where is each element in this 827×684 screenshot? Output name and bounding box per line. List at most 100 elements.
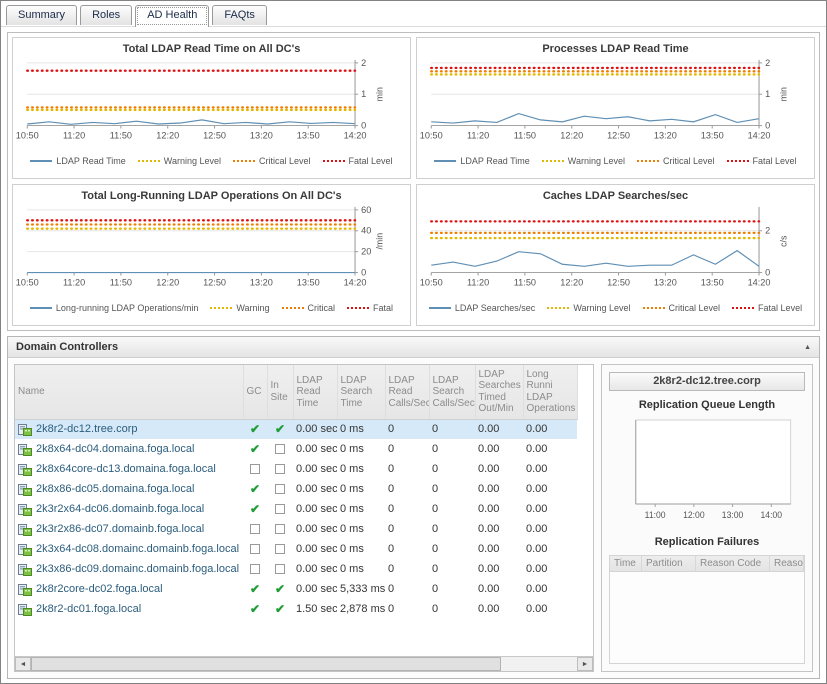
column-header-ldap-read-time[interactable]: LDAP Read Time [293, 365, 337, 419]
scrollbar-track[interactable] [31, 657, 577, 671]
dc-name[interactable]: 2k8x64-dc04.domaina.foga.local [36, 443, 194, 455]
replication-queue-title: Replication Queue Length [609, 399, 805, 411]
dc-name[interactable]: 2k3r2x86-dc07.domainb.foga.local [36, 523, 204, 535]
in-site-cell [267, 479, 293, 499]
dc-icon [18, 503, 32, 516]
dc-name[interactable]: 2k8r2core-dc02.foga.local [36, 583, 163, 595]
column-header-ldap-searches-timed-out-min[interactable]: LDAP Searches Timed Out/Min [475, 365, 523, 419]
chart-total-ldap-read-time: Total LDAP Read Time on All DC's 012min1… [12, 37, 411, 179]
failures-column-reason[interactable]: Reason [770, 556, 804, 571]
dc-name-cell[interactable]: 2k3r2x86-dc07.domainb.foga.local [15, 519, 243, 539]
dc-row[interactable]: 2k3x64-dc08.domainc.domainb.foga.local0.… [15, 539, 577, 559]
ldap-read-calls-cell: 0 [385, 579, 429, 599]
in-site-cell [267, 539, 293, 559]
chart-plot: 012min10:5011:2011:5012:2012:5013:2013:5… [13, 57, 410, 153]
ldap-search-time-cell: 0 ms [337, 559, 385, 579]
column-header-gc[interactable]: GC [243, 365, 267, 419]
legend-label: Fatal Level [758, 303, 802, 313]
dc-name-cell[interactable]: 2k8r2-dc01.foga.local [15, 599, 243, 619]
dc-name-cell[interactable]: 2k3x64-dc08.domainc.domainb.foga.local [15, 539, 243, 559]
tab-bar: SummaryRolesAD HealthFAQts [1, 1, 826, 27]
legend-item-warning-level: Warning Level [547, 303, 630, 313]
dc-name[interactable]: 2k8x64core-dc13.domaina.foga.local [36, 463, 216, 475]
dc-name-cell[interactable]: 2k8x86-dc05.domaina.foga.local [15, 479, 243, 499]
ldap-read-calls-cell: 0 [385, 519, 429, 539]
collapse-icon[interactable]: ▲ [804, 344, 811, 351]
dc-name[interactable]: 2k3x86-dc09.domainc.domainb.foga.local [36, 563, 239, 575]
column-header-name[interactable]: Name [15, 365, 243, 419]
chart-title: Caches LDAP Searches/sec [417, 185, 814, 204]
legend-item-warning-level: Warning Level [138, 156, 221, 166]
check-icon: ✔ [250, 422, 260, 436]
dc-name[interactable]: 2k8x86-dc05.domaina.foga.local [36, 483, 194, 495]
dc-name-cell[interactable]: 2k8r2-dc12.tree.corp [15, 419, 243, 439]
scrollbar-thumb[interactable] [31, 657, 501, 671]
dc-icon [18, 483, 32, 496]
tab-faqts[interactable]: FAQts [212, 5, 267, 25]
ldap-searches-timed-out-cell: 0.00 [475, 519, 523, 539]
scroll-right-button[interactable]: ► [577, 657, 593, 671]
column-header-ldap-search-calls-sec[interactable]: LDAP Search Calls/Sec [429, 365, 475, 419]
column-header-ldap-search-time[interactable]: LDAP Search Time [337, 365, 385, 419]
in-site-cell: ✔ [267, 579, 293, 599]
ldap-search-time-cell: 0 ms [337, 439, 385, 459]
column-header-long-runni-ldap-operations[interactable]: Long Runni LDAP Operations [523, 365, 577, 419]
dc-row[interactable]: 2k8x64core-dc13.domaina.foga.local0.00 s… [15, 459, 577, 479]
replication-failures-title: Replication Failures [609, 536, 805, 548]
svg-text:0: 0 [765, 268, 770, 278]
dc-row[interactable]: 2k8r2core-dc02.foga.local✔✔0.00 sec5,333… [15, 579, 577, 599]
svg-text:14:20: 14:20 [344, 130, 367, 140]
dc-row[interactable]: 2k3r2x64-dc06.domainb.foga.local✔0.00 se… [15, 499, 577, 519]
dc-row[interactable]: 2k8r2-dc12.tree.corp✔✔0.00 sec0 ms000.00… [15, 419, 577, 439]
legend-swatch [233, 160, 255, 162]
dc-name-cell[interactable]: 2k3x86-dc09.domainc.domainb.foga.local [15, 559, 243, 579]
svg-text:13:50: 13:50 [297, 130, 320, 140]
dc-name-cell[interactable]: 2k8r2core-dc02.foga.local [15, 579, 243, 599]
replication-failures-table: TimePartitionReason CodeReason [609, 555, 805, 664]
column-header-in-site[interactable]: In Site [267, 365, 293, 419]
failures-column-partition[interactable]: Partition [642, 556, 696, 571]
scroll-left-button[interactable]: ◄ [15, 657, 31, 671]
dc-row[interactable]: 2k8x64-dc04.domaina.foga.local✔0.00 sec0… [15, 439, 577, 459]
tab-summary[interactable]: Summary [6, 5, 77, 25]
column-header-ldap-read-calls-sec[interactable]: LDAP Read Calls/Sec [385, 365, 429, 419]
legend-swatch [547, 307, 569, 309]
gc-cell: ✔ [243, 439, 267, 459]
legend-swatch [282, 307, 304, 309]
ldap-search-time-cell: 2,878 ms [337, 599, 385, 619]
checkbox-unchecked [275, 464, 285, 474]
svg-text:12:50: 12:50 [607, 277, 630, 287]
gc-cell [243, 519, 267, 539]
ldap-read-calls-cell: 0 [385, 419, 429, 439]
dc-name-cell[interactable]: 2k8x64-dc04.domaina.foga.local [15, 439, 243, 459]
dc-name-cell[interactable]: 2k3r2x64-dc06.domainb.foga.local [15, 499, 243, 519]
chart-legend: LDAP Read TimeWarning LevelCritical Leve… [13, 153, 410, 169]
panel-title: Domain Controllers [16, 341, 118, 353]
domain-controllers-body: NameGCIn SiteLDAP Read TimeLDAP Search T… [8, 358, 819, 678]
ldap-read-calls-cell: 0 [385, 599, 429, 619]
dc-name[interactable]: 2k3x64-dc08.domainc.domainb.foga.local [36, 543, 239, 555]
legend-item-critical-level: Critical Level [637, 156, 715, 166]
dc-name-cell[interactable]: 2k8x64core-dc13.domaina.foga.local [15, 459, 243, 479]
svg-text:0: 0 [765, 121, 770, 131]
svg-text:11:00: 11:00 [645, 510, 666, 520]
gc-cell: ✔ [243, 419, 267, 439]
dc-name[interactable]: 2k3r2x64-dc06.domainb.foga.local [36, 503, 204, 515]
failures-column-time[interactable]: Time [610, 556, 642, 571]
tab-ad-health[interactable]: AD Health [135, 5, 209, 27]
dc-row[interactable]: 2k8r2-dc01.foga.local✔✔1.50 sec2,878 ms0… [15, 599, 577, 619]
svg-text:2: 2 [765, 226, 770, 236]
tab-roles[interactable]: Roles [80, 5, 132, 25]
dc-row[interactable]: 2k8x86-dc05.domaina.foga.local✔0.00 sec0… [15, 479, 577, 499]
dc-name[interactable]: 2k8r2-dc01.foga.local [36, 603, 141, 615]
legend-label: LDAP Read Time [56, 156, 125, 166]
legend-swatch [542, 160, 564, 162]
svg-text:13:20: 13:20 [654, 130, 677, 140]
dc-row[interactable]: 2k3x86-dc09.domainc.domainb.foga.local0.… [15, 559, 577, 579]
dc-row[interactable]: 2k3r2x86-dc07.domainb.foga.local0.00 sec… [15, 519, 577, 539]
failures-column-reason-code[interactable]: Reason Code [696, 556, 770, 571]
legend-swatch [323, 160, 345, 162]
dc-name[interactable]: 2k8r2-dc12.tree.corp [36, 423, 138, 435]
ldap-search-calls-cell: 0 [429, 519, 475, 539]
checkbox-unchecked [250, 524, 260, 534]
